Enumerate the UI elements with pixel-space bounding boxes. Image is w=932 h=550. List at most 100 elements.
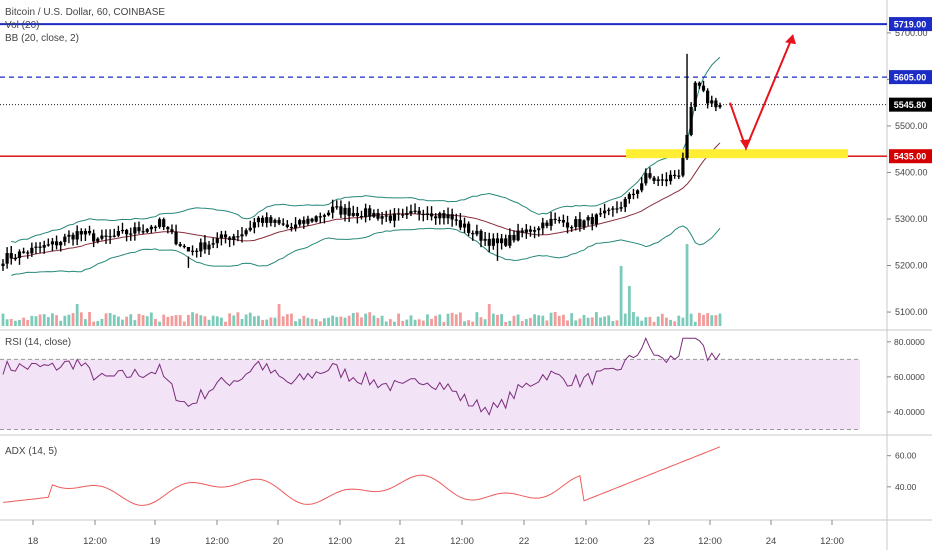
- candle-body: [96, 238, 100, 242]
- symbol-title[interactable]: Bitcoin / U.S. Dollar, 60, COINBASE: [5, 7, 166, 18]
- time-tick-label: 23: [644, 536, 655, 547]
- candle-body: [211, 243, 215, 245]
- volume-bar: [9, 318, 13, 326]
- candle-body: [574, 219, 578, 228]
- candle-body: [137, 227, 141, 232]
- candle-body: [50, 241, 55, 245]
- candle-body: [26, 252, 30, 254]
- volume-bar: [607, 315, 611, 326]
- volume-bar: [467, 320, 471, 326]
- volume-bar: [537, 315, 541, 326]
- projection-arrow-path: [729, 34, 794, 151]
- volume-bar: [88, 312, 91, 326]
- candle-body: [396, 213, 401, 215]
- candle-body: [570, 227, 574, 229]
- volume-bar: [582, 315, 586, 326]
- candle-body: [285, 224, 289, 227]
- arrowhead-up: [785, 34, 796, 45]
- volume-bar: [166, 316, 170, 326]
- candle-body: [508, 234, 512, 246]
- rsi-label[interactable]: RSI (14, close): [5, 337, 72, 348]
- candle-body: [326, 212, 331, 216]
- candle-body: [153, 226, 158, 228]
- candle-body: [673, 174, 677, 177]
- volume-bar: [681, 317, 685, 326]
- candle-body: [228, 237, 232, 240]
- volume-bar: [380, 315, 384, 326]
- candle-body: [565, 222, 570, 228]
- volume-bar: [96, 320, 100, 326]
- price-tick-label: 5100.00: [895, 307, 928, 317]
- candle-body: [17, 251, 22, 259]
- candle-body: [54, 241, 59, 246]
- candle-body: [351, 212, 355, 216]
- candle-body: [603, 210, 607, 214]
- price-tick-label: 5400.00: [895, 167, 928, 177]
- candle-body: [372, 212, 376, 217]
- candle-body: [615, 208, 619, 210]
- candle-body: [446, 214, 450, 219]
- candle-body: [479, 230, 483, 241]
- volume-bar: [590, 317, 594, 326]
- volume-bar: [566, 320, 569, 326]
- candle-body: [339, 206, 343, 215]
- candle-body: [240, 234, 244, 237]
- adx-tick-label: 60.00: [895, 451, 917, 461]
- time-tick-label: 12:00: [328, 536, 352, 547]
- candle-body: [611, 208, 615, 210]
- candle-body: [289, 226, 294, 229]
- volume-bar: [182, 321, 186, 326]
- candle-body: [277, 219, 281, 224]
- candle-body: [261, 217, 265, 223]
- candle-body: [706, 90, 710, 104]
- volume-bar: [685, 244, 689, 326]
- volume-bar: [496, 314, 499, 326]
- volume-bar: [401, 320, 405, 326]
- volume-bar: [442, 321, 446, 326]
- candle-body: [186, 246, 191, 252]
- volume-bar: [116, 316, 120, 326]
- volume-bar: [199, 315, 203, 326]
- volume-indicator-label[interactable]: Vol (20): [5, 20, 40, 31]
- candle-body: [619, 207, 623, 209]
- volume-bar: [545, 320, 549, 326]
- volume-bar: [310, 318, 314, 326]
- volume-bar: [327, 317, 330, 326]
- volume-bar: [26, 320, 30, 326]
- volume-bar: [648, 316, 652, 326]
- candle-body: [656, 179, 660, 181]
- volume-bar: [261, 320, 265, 326]
- candle-body: [660, 179, 664, 181]
- adx-label[interactable]: ADX (14, 5): [5, 446, 58, 457]
- candle-body: [30, 247, 34, 254]
- volume-bar: [669, 319, 672, 326]
- bollinger-indicator-label[interactable]: BB (20, close, 2): [5, 33, 79, 44]
- candle-body: [384, 215, 388, 217]
- candle-body: [343, 207, 347, 215]
- price-label-text: 5605.00: [894, 73, 927, 83]
- candle-body: [380, 216, 384, 219]
- volume-bar: [421, 320, 425, 326]
- candle-body: [215, 238, 219, 244]
- candle-body: [405, 213, 409, 216]
- price-label-box: [889, 97, 932, 112]
- candle-body: [38, 246, 42, 248]
- volume-bar: [129, 314, 133, 326]
- volume-bar: [306, 317, 310, 326]
- volume-bar: [413, 319, 417, 326]
- time-tick-label: 12:00: [574, 536, 598, 547]
- candle-body: [607, 209, 611, 211]
- candle-body: [528, 229, 533, 232]
- price-tick-label: 5700.00: [895, 28, 928, 38]
- candle-body: [87, 230, 92, 234]
- candle-body: [149, 226, 153, 230]
- volume-bar: [710, 315, 714, 326]
- volume-bar: [71, 313, 75, 326]
- candle-body: [252, 222, 256, 228]
- rsi-tick-label: 80.0000: [894, 337, 925, 347]
- candle-body: [689, 106, 693, 135]
- volume-bar: [236, 312, 240, 326]
- volume-bar: [244, 314, 248, 326]
- volume-bar: [84, 319, 87, 326]
